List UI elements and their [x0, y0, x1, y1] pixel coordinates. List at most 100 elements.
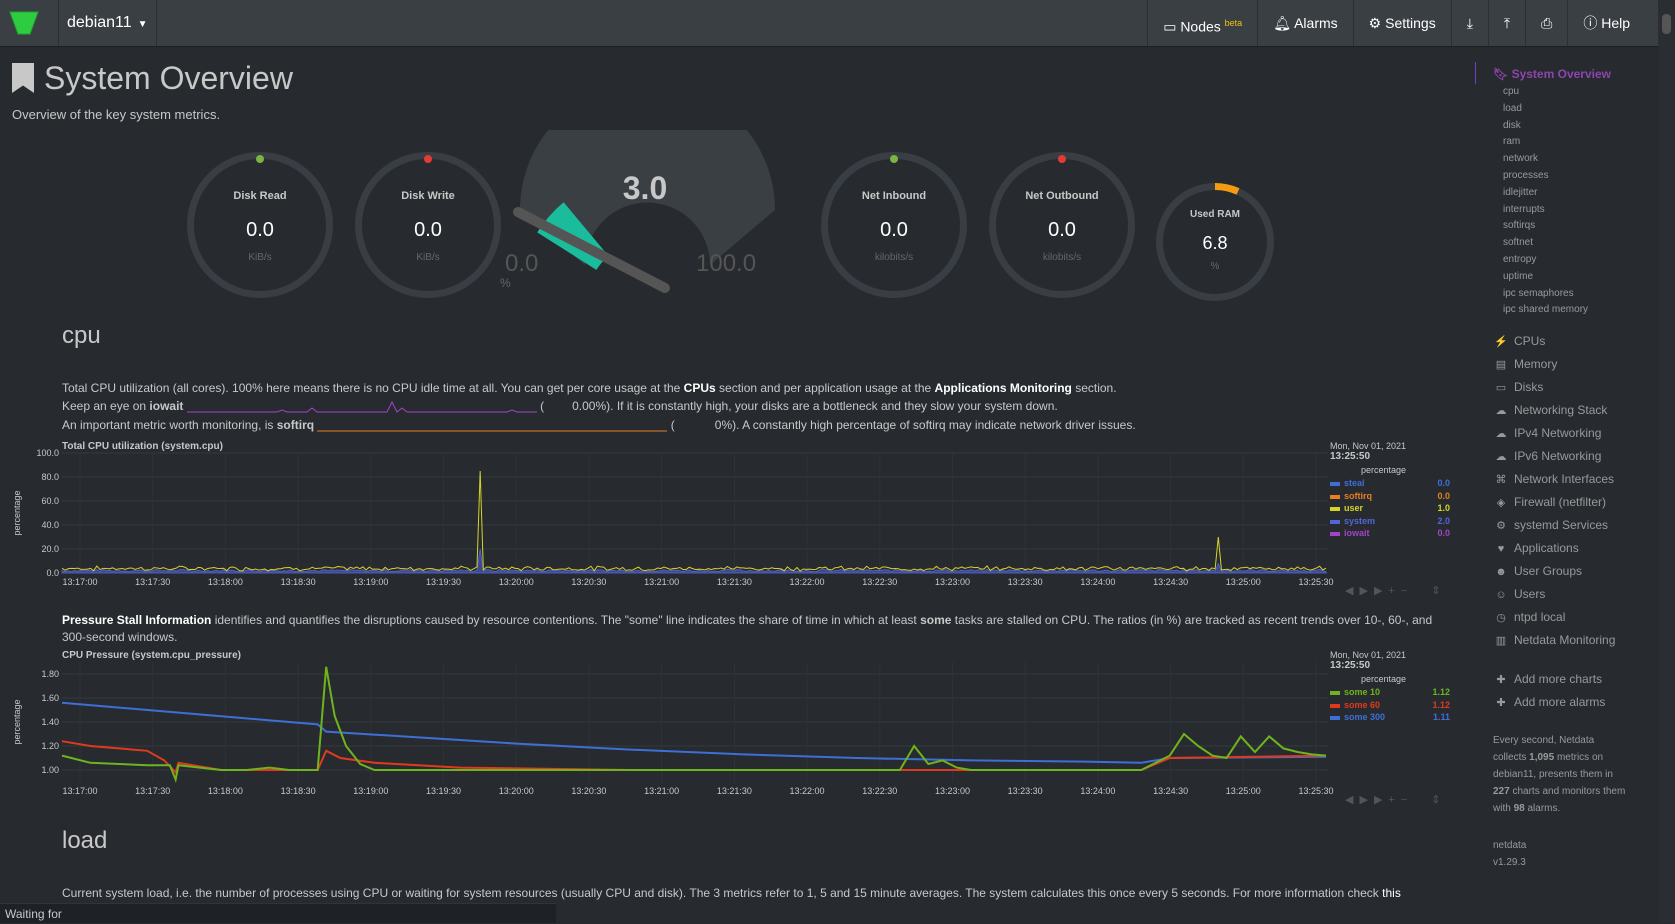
pan-left-icon[interactable]: ◀ [1345, 585, 1360, 597]
sidebar-item-ipv6-networking[interactable]: ☁ IPv6 Networking [1493, 449, 1602, 463]
zoom-out-icon[interactable]: − [1400, 585, 1414, 597]
sidebar-item-users[interactable]: ☺ Users [1493, 587, 1545, 601]
x-tick-label: 13:18:00 [208, 786, 243, 796]
legend-series-name: system [1344, 515, 1376, 526]
legend-units: percentage [1361, 465, 1407, 475]
applications-monitoring-link[interactable]: Applications Monitoring [934, 381, 1072, 395]
sidebar-subitem-load[interactable]: load [1503, 102, 1522, 114]
reset-icon[interactable]: ▶ [1359, 794, 1374, 806]
legend-row[interactable]: system 2.0 [1330, 516, 1450, 528]
sidebar-subitem-processes[interactable]: processes [1503, 170, 1549, 181]
pan-right-icon[interactable]: ▶ [1373, 794, 1389, 806]
zoom-in-icon[interactable]: + [1388, 794, 1401, 806]
sidebar-subitem-softirqs[interactable]: softirqs [1503, 220, 1536, 232]
download-button[interactable]: ⤓ [1450, 0, 1488, 46]
sidebar-item-netdata-monitoring[interactable]: ▥ Netdata Monitoring [1493, 633, 1616, 647]
legend-swatch [1330, 494, 1340, 499]
sidebar-subitem-ipc-shared-memory[interactable]: ipc shared memory [1503, 304, 1589, 316]
nodes-button[interactable]: ▭ Nodes beta [1147, 0, 1257, 46]
sidebar-item-systemd-services[interactable]: ⚙ systemd Services [1493, 518, 1608, 532]
resize-icon[interactable]: ⇕ [1431, 585, 1447, 597]
netdata-logo-icon[interactable] [8, 10, 40, 36]
add-more-alarms-link[interactable]: ✚ Add more alarms [1493, 695, 1605, 709]
resize-icon[interactable]: ⇕ [1431, 794, 1447, 806]
sidebar-item-network-interfaces[interactable]: ⌘ Network Interfaces [1493, 472, 1615, 486]
x-tick-label: 13:19:30 [426, 577, 461, 587]
chart-toolbox[interactable]: ◀▶▶+− ⇕ [1345, 584, 1447, 597]
sidebar-item-user-groups[interactable]: ☻ User Groups [1493, 564, 1582, 578]
sidebar-subitem-entropy[interactable]: entropy [1503, 254, 1537, 265]
net-outbound-gauge[interactable]: Net Outbound 0.0 kilobits/s [989, 152, 1135, 298]
sidebar-item-ntpd-local[interactable]: ◷ ntpd local [1493, 610, 1565, 624]
bookmark-icon: 🔖︎ [1493, 67, 1512, 81]
sidebar-item-label: Add more alarms [1514, 695, 1606, 709]
gauge-indicator-dot [1058, 155, 1066, 163]
chart-toolbox[interactable]: ◀▶▶+− ⇕ [1345, 793, 1447, 806]
sidebar-item-memory[interactable]: ▤ Memory [1493, 357, 1558, 371]
cpu-gauge[interactable]: CPU 3.0 0.0 100.0 % [500, 130, 790, 300]
sidebar-subitem-softnet[interactable]: softnet [1503, 237, 1534, 249]
bookmark-icon [12, 63, 34, 93]
legend-row[interactable]: softirq 0.0 [1330, 491, 1450, 503]
sidebar-item-system-overview[interactable]: 🔖︎ System Overview [1493, 67, 1611, 81]
legend-series-name: steal [1344, 478, 1365, 488]
cpu-pressure-chart[interactable]: percentage 1.80 1.60 1.40 1.20 1.00 13:17:00 13… [0, 657, 1460, 812]
brand-name[interactable]: netdata [1493, 840, 1527, 851]
legend-row[interactable]: iowait 0.0 [1330, 528, 1450, 540]
settings-button[interactable]: ⚙ Settings [1352, 0, 1451, 46]
sidebar-subitem-uptime[interactable]: uptime [1503, 270, 1534, 282]
net-inbound-gauge[interactable]: Net Inbound 0.0 kilobits/s [821, 152, 967, 298]
sidebar-subitem-ram[interactable]: ram [1503, 136, 1521, 148]
cpu-utilization-chart[interactable]: percentage100.080.060.040.020.00.013:17:… [0, 448, 1460, 603]
reset-icon[interactable]: ▶ [1359, 585, 1374, 597]
sidebar-subitem-network[interactable]: network [1503, 153, 1539, 165]
x-tick-label: 13:23:30 [1008, 577, 1043, 587]
monitor-icon: ▭ [1163, 18, 1181, 35]
bar-chart-icon: ▥ [1495, 635, 1507, 647]
sidebar-subitem-idlejitter[interactable]: idlejitter [1503, 186, 1538, 198]
alarms-button[interactable]: 🔔︎ Alarms [1257, 0, 1352, 46]
cpus-link[interactable]: CPUs [683, 381, 716, 395]
sidebar-item-label: Networking Stack [1514, 403, 1608, 417]
sidebar-subitem-cpu[interactable]: cpu [1503, 86, 1520, 97]
legend-row[interactable]: steal 0.0 [1330, 478, 1450, 490]
page-scrollbar[interactable] [1658, 0, 1675, 923]
legend-series-value: 2.0 [1437, 515, 1450, 526]
sidebar-subitem-ipc-semaphores[interactable]: ipc semaphores [1503, 287, 1574, 299]
help-button[interactable]: ⓘ Help [1567, 0, 1658, 46]
legend-series-value: 0.0 [1437, 478, 1450, 488]
pan-left-icon[interactable]: ◀ [1345, 794, 1360, 806]
sidebar-item-firewall-netfilter-[interactable]: ◈ Firewall (netfilter) [1493, 495, 1606, 509]
sidebar-item-networking-stack[interactable]: ☁ Networking Stack [1493, 403, 1608, 417]
sidebar-item-label: Disks [1514, 380, 1544, 394]
legend-row[interactable]: user 1.0 [1330, 503, 1450, 515]
legend-row[interactable]: some 10 1.12 [1330, 687, 1450, 699]
legend-swatch [1330, 703, 1340, 708]
legend-row[interactable]: some 60 1.12 [1330, 700, 1450, 712]
add-more-charts-link[interactable]: ✚ Add more charts [1493, 672, 1602, 686]
zoom-in-icon[interactable]: + [1388, 585, 1401, 597]
sidebar-item-disks[interactable]: ▭ Disks [1493, 380, 1544, 394]
database-icon: ▤ [1495, 359, 1507, 371]
sidebar-item-applications[interactable]: ♥ Applications [1493, 541, 1579, 555]
print-button[interactable]: ⎙ [1525, 0, 1567, 46]
host-selector[interactable]: debian11 ▼ [58, 0, 157, 46]
sidebar-subitem-interrupts[interactable]: interrupts [1503, 203, 1545, 215]
sidebar-subitem-disk[interactable]: disk [1503, 119, 1521, 131]
plus-icon: ✚ [1496, 697, 1506, 709]
disk-read-gauge[interactable]: Disk Read 0.0 KiB/s [187, 152, 333, 298]
gauge-indicator-dot [890, 155, 898, 163]
scrollbar-thumb[interactable] [1662, 14, 1671, 34]
legend-row[interactable]: some 300 1.11 [1330, 712, 1450, 724]
sidebar-item-ipv4-networking[interactable]: ☁ IPv4 Networking [1493, 426, 1602, 440]
disk-write-gauge[interactable]: Disk Write 0.0 KiB/s [355, 152, 501, 298]
gauge-value: 0.0 [414, 219, 442, 241]
sidebar-item-cpus[interactable]: ⚡ CPUs [1493, 334, 1545, 348]
help-label: Help [1601, 15, 1630, 31]
psi-link[interactable]: Pressure Stall Information [62, 613, 212, 627]
upload-button[interactable]: ⤒ [1487, 0, 1525, 46]
pan-right-icon[interactable]: ▶ [1373, 585, 1389, 597]
used-ram-gauge[interactable]: Used RAM 6.8 % [1156, 183, 1274, 301]
text: Keep an eye on [62, 399, 147, 413]
zoom-out-icon[interactable]: − [1400, 794, 1414, 806]
